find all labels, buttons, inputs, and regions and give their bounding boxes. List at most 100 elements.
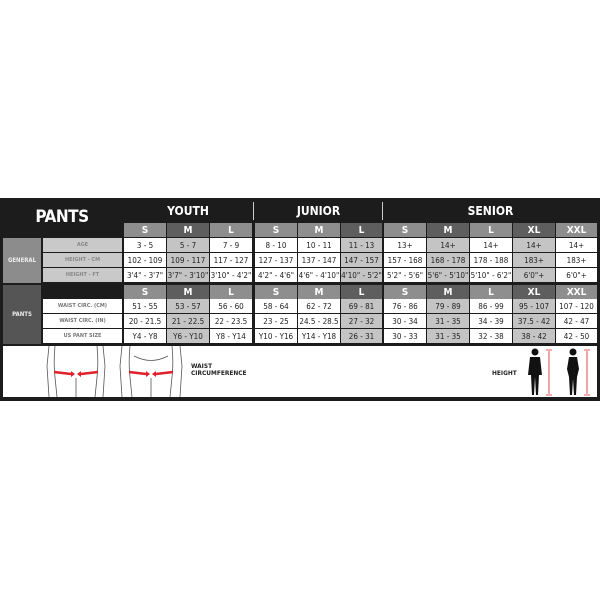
table-cell: 31 - 35 <box>427 314 469 328</box>
size-header-l: L <box>470 223 512 237</box>
row-label: AGE <box>43 238 122 252</box>
size-header-s: S <box>255 223 297 237</box>
size-header-m: M <box>298 285 340 299</box>
table-cell: 3 - 5 <box>124 238 166 252</box>
table-cell: 168 - 178 <box>427 253 469 267</box>
size-header-m: M <box>167 223 209 237</box>
table-cell: 79 - 89 <box>427 299 469 313</box>
row-label: WAIST CIRC. (IN) <box>43 314 122 328</box>
table-cell: 107 - 120 <box>556 299 597 313</box>
row-label: HEIGHT - FT <box>43 268 122 282</box>
table-cell: 11 - 13 <box>341 238 382 252</box>
group-header-youth: YOUTH <box>167 204 209 218</box>
table-cell: 3'7" - 3'10" <box>167 268 209 282</box>
size-header-l: L <box>210 223 252 237</box>
row-label: WAIST CIRC. (CM) <box>43 299 122 313</box>
height-caption: HEIGHT <box>492 369 517 377</box>
height-figure-female-icon <box>567 348 590 396</box>
table-cell: 27 - 32 <box>341 314 382 328</box>
table-cell: 21 - 22.5 <box>167 314 209 328</box>
table-cell: 5'10" - 6'2" <box>470 268 512 282</box>
section-label-general: GENERAL <box>3 238 41 283</box>
size-header-xxl: XXL <box>556 285 597 299</box>
group-header-junior: JUNIOR <box>296 204 341 218</box>
measurement-illustration: WAIST CIRCUMFERENCE HEIGHT <box>3 346 597 397</box>
table-cell: 30 - 33 <box>384 329 426 343</box>
table-cell: 23 - 25 <box>255 314 297 328</box>
size-header-s: S <box>255 285 297 299</box>
size-header-m: M <box>298 223 340 237</box>
table-cell: 102 - 109 <box>124 253 166 267</box>
size-header-l: L <box>341 285 382 299</box>
table-cell: 53 - 57 <box>167 299 209 313</box>
table-cell: 42 - 50 <box>556 329 597 343</box>
table-cell: 37.5 - 42 <box>513 314 555 328</box>
size-header-m: M <box>427 285 469 299</box>
table-cell: 34 - 39 <box>470 314 512 328</box>
table-cell: 42 - 47 <box>556 314 597 328</box>
size-header-m: M <box>427 223 469 237</box>
table-cell: 3'10" - 4'2" <box>210 268 252 282</box>
table-cell: 95 - 107 <box>513 299 555 313</box>
table-cell: 157 - 168 <box>384 253 426 267</box>
table-cell: 6'0"+ <box>556 268 597 282</box>
group-header-senior: SENIOR <box>467 204 514 218</box>
table-cell: 10 - 11 <box>298 238 340 252</box>
table-cell: 31 - 35 <box>427 329 469 343</box>
waist-caption-line2: CIRCUMFERENCE <box>191 369 247 377</box>
waist-figure-back-icon <box>119 346 183 397</box>
table-cell: 14+ <box>470 238 512 252</box>
table-cell: Y4 - Y8 <box>124 329 166 343</box>
table-cell: 183+ <box>556 253 597 267</box>
table-cell: 5 - 7 <box>167 238 209 252</box>
size-header-xxl: XXL <box>556 223 597 237</box>
table-cell: 51 - 55 <box>124 299 166 313</box>
table-cell: 183+ <box>513 253 555 267</box>
table-cell: 76 - 86 <box>384 299 426 313</box>
table-cell: Y8 - Y14 <box>210 329 252 343</box>
table-cell: 109 - 117 <box>167 253 209 267</box>
table-cell: 20 - 21.5 <box>124 314 166 328</box>
table-cell: 14+ <box>513 238 555 252</box>
table-cell: 7 - 9 <box>210 238 252 252</box>
table-cell: 56 - 60 <box>210 299 252 313</box>
table-cell: 4'6" - 4'10" <box>298 268 340 282</box>
size-header-s: S <box>124 285 166 299</box>
table-cell: 13+ <box>384 238 426 252</box>
table-cell: 4'10" - 5'2" <box>341 268 382 282</box>
table-cell: 117 - 127 <box>210 253 252 267</box>
table-cell: 38 - 42 <box>513 329 555 343</box>
size-header-l: L <box>210 285 252 299</box>
size-header-s: S <box>384 285 426 299</box>
size-header-l: L <box>341 223 382 237</box>
table-cell: 62 - 72 <box>298 299 340 313</box>
size-header-s: S <box>384 223 426 237</box>
size-header-m: M <box>167 285 209 299</box>
table-cell: 14+ <box>556 238 597 252</box>
chart-title: PANTS <box>35 207 89 227</box>
table-cell: 26 - 31 <box>341 329 382 343</box>
table-cell: 147 - 157 <box>341 253 382 267</box>
size-header-xl: XL <box>513 223 555 237</box>
table-cell: 86 - 99 <box>470 299 512 313</box>
row-label: US PANT SIZE <box>43 329 122 343</box>
table-cell: 5'6" - 5'10" <box>427 268 469 282</box>
waist-caption-line1: WAIST <box>191 362 213 370</box>
group-divider <box>253 202 254 220</box>
table-cell: 4'2" - 4'6" <box>255 268 297 282</box>
size-header-s: S <box>124 223 166 237</box>
size-header-xl: XL <box>513 285 555 299</box>
table-cell: 137 - 147 <box>298 253 340 267</box>
table-cell: 178 - 188 <box>470 253 512 267</box>
group-divider <box>382 202 383 220</box>
table-cell: 14+ <box>427 238 469 252</box>
table-cell: 127 - 137 <box>255 253 297 267</box>
table-cell: 30 - 34 <box>384 314 426 328</box>
table-cell: 24.5 - 28.5 <box>298 314 340 328</box>
table-cell: 22 - 23.5 <box>210 314 252 328</box>
table-cell: Y6 - Y10 <box>167 329 209 343</box>
pants-size-chart: PANTS YOUTH JUNIOR SENIOR S M L S M L S M L XL XXL GEN… <box>0 198 600 401</box>
table-cell: Y14 - Y18 <box>298 329 340 343</box>
section-label-pants: PANTS <box>3 285 41 344</box>
table-cell: 5'2" - 5'6" <box>384 268 426 282</box>
